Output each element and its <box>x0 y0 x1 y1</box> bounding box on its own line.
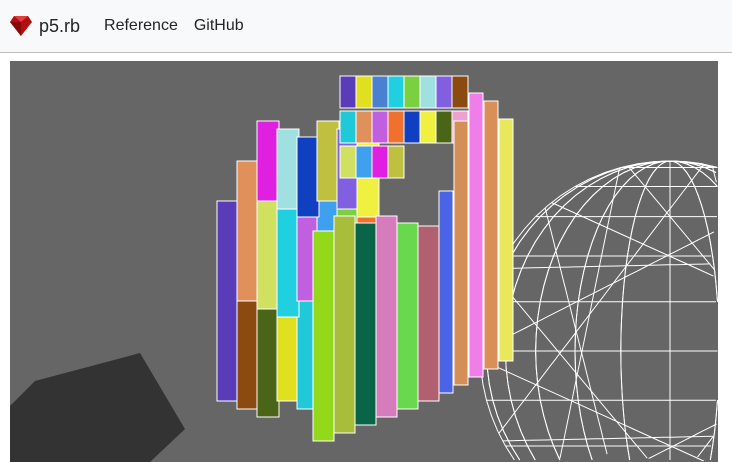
bar <box>387 145 405 179</box>
bar <box>355 145 373 179</box>
bar <box>333 215 356 434</box>
sphere-chord <box>498 163 705 434</box>
sphere-chord <box>498 263 711 270</box>
bar <box>483 100 499 370</box>
bar <box>387 110 405 144</box>
nav-link-github[interactable]: GitHub <box>193 17 244 34</box>
sphere-chord <box>559 167 621 459</box>
3d-scene <box>10 75 718 462</box>
bar <box>419 75 437 109</box>
brand-name: p5.rb <box>39 15 81 36</box>
bar <box>438 190 454 394</box>
bar <box>387 75 405 109</box>
bar <box>403 110 421 144</box>
sphere-meridian <box>535 160 717 461</box>
sphere-chord <box>502 435 715 442</box>
sphere-chord <box>495 275 648 459</box>
bar <box>435 110 453 144</box>
sphere-chord <box>648 423 717 459</box>
bar <box>453 120 469 386</box>
navbar: p5.rb Reference GitHub <box>0 0 732 53</box>
dark-pentagon <box>10 353 185 462</box>
sphere-meridian <box>485 160 718 461</box>
sphere-meridian <box>574 160 718 461</box>
bar <box>375 215 398 418</box>
bar <box>451 75 469 109</box>
bar <box>216 200 240 402</box>
bar <box>371 145 389 179</box>
sphere-meridian <box>620 160 718 461</box>
sphere-meridian <box>574 160 718 461</box>
sphere-chord <box>711 165 717 183</box>
bar <box>316 120 340 202</box>
bar <box>296 136 320 218</box>
ruby-gem-icon <box>10 16 32 36</box>
front-bars <box>312 92 514 442</box>
sphere-meridian <box>535 160 717 461</box>
bar <box>339 110 357 144</box>
wireframe-sphere <box>479 160 718 462</box>
sphere-chord <box>551 202 714 277</box>
bar <box>312 230 335 442</box>
brand-link[interactable]: p5.rb <box>9 15 80 37</box>
bar <box>419 110 437 144</box>
sphere-chord <box>697 436 714 458</box>
bar <box>403 75 421 109</box>
bar <box>371 75 389 109</box>
bar <box>498 118 514 362</box>
bar <box>435 75 453 109</box>
bar <box>276 128 300 210</box>
nav-link-reference[interactable]: Reference <box>104 17 178 34</box>
sphere-chord <box>544 207 608 455</box>
bar <box>355 110 373 144</box>
sphere-chord <box>627 165 715 271</box>
bar <box>468 92 484 378</box>
bar <box>354 222 377 426</box>
sketch-canvas[interactable] <box>10 61 718 462</box>
bar <box>256 120 280 202</box>
bar <box>417 225 440 402</box>
sphere-meridian <box>709 400 718 461</box>
bar <box>355 75 373 109</box>
bar <box>339 145 357 179</box>
bar <box>396 222 419 410</box>
sphere-chord <box>479 358 704 462</box>
sphere-meridian <box>620 160 718 461</box>
bar <box>339 75 357 109</box>
sphere-chord <box>479 231 715 352</box>
bar <box>371 110 389 144</box>
bar <box>236 160 260 302</box>
